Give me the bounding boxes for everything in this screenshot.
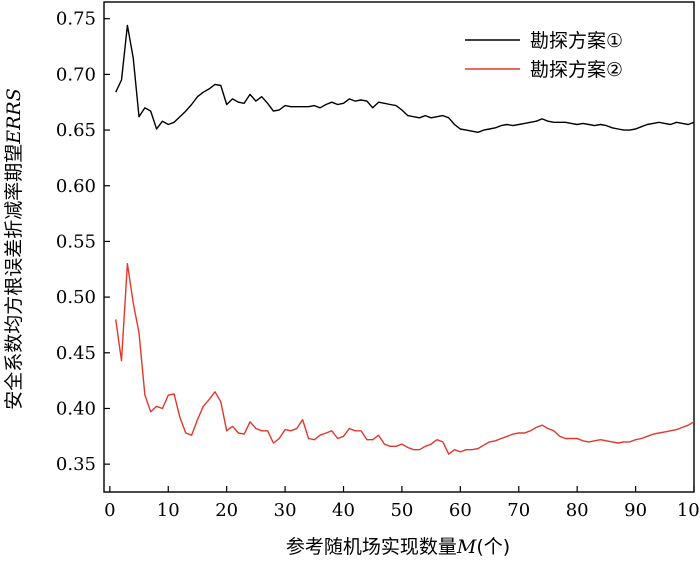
y-tick-label: 0.60 [56,176,96,197]
y-tick-label: 0.50 [56,287,96,308]
x-tick-label: 90 [624,500,647,521]
x-tick-label: 20 [215,500,238,521]
x-tick-labels: 0 10 20 30 40 50 60 70 80 90 100 [104,500,700,521]
x-tick-label: 0 [104,500,115,521]
series-group [115,24,695,455]
x-tick-label: 80 [566,500,589,521]
x-axis-title: 参考随机场实现数量M(个) [286,536,510,558]
x-tick-label: 100 [677,500,700,521]
legend-label-2: 勘探方案② [530,59,623,81]
y-tick-label: 0.35 [56,454,96,475]
series-line-1 [115,24,695,134]
plot-frame [103,1,695,493]
y-tick-label: 0.65 [56,120,96,141]
y-tick-label: 0.55 [56,231,96,252]
y-tick-label: 0.40 [56,398,96,419]
x-tick-label: 60 [449,500,472,521]
y-tick-label: 0.70 [56,64,96,85]
legend: 勘探方案① 勘探方案② [465,30,623,81]
series-line-2 [115,263,695,455]
x-tick-label: 30 [274,500,297,521]
x-tick-label: 50 [390,500,413,521]
tick-marks [104,18,695,492]
y-axis-title: 安全系数均方根误差折减率期望ERRS [3,88,25,410]
y-tick-label: 0.45 [56,343,96,364]
x-tick-label: 40 [332,500,355,521]
x-tick-label: 10 [157,500,180,521]
y-tick-label: 0.75 [56,9,96,30]
y-tick-labels: 0.35 0.40 0.45 0.50 0.55 0.60 0.65 0.70 0.75 [56,9,96,475]
x-tick-label: 70 [507,500,530,521]
legend-label-1: 勘探方案① [530,30,623,52]
